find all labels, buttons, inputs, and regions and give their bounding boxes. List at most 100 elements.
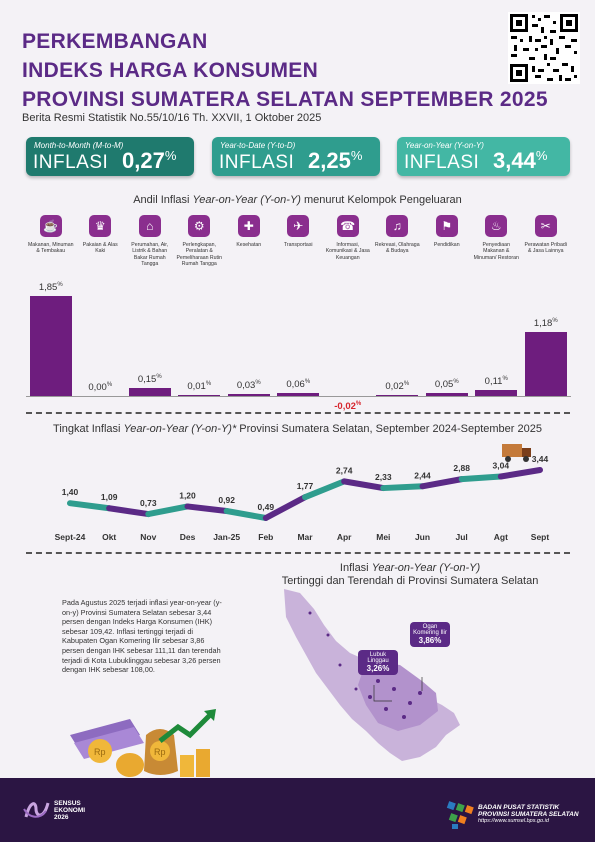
line-value-label: 0,73 [140,498,157,508]
andil-bar [29,296,72,396]
andil-bar [277,392,320,396]
bps-text: BADAN PUSAT STATISTIK PROVINSI SUMATERA … [478,804,579,824]
line-value-label: 2,88 [453,463,470,473]
bps-url: https://www.sumsel.bps.go.id [478,818,549,824]
line-value-label: 1,40 [62,487,79,497]
month-label: Mei [376,532,390,542]
divider [26,552,570,554]
line-value-label: 3,04 [493,461,510,471]
footer [0,778,595,842]
andil-bar [475,390,518,396]
lowest-inflation-callout: Lubuk Linggau 3,26% [358,650,398,675]
card-label: INFLASI [219,152,295,173]
month-label: Jan-25 [213,532,240,542]
title-line-1: PERKEMBANGAN [22,30,208,53]
month-label: Sept-24 [55,532,86,542]
coins-money-icon: Rp Rp [60,705,220,780]
andil-value-label: 0,03% [236,380,261,392]
category-label: Perlengkapan, Peralatan & Pemeliharaan R… [176,242,223,267]
andil-bar-chart: ☕ Makanan, Minuman & Tembakau 1,85% ♛ Pakaia… [0,0,595,420]
map-title-2: Tertinggi dan Terendah di Provinsi Sumat… [281,575,539,587]
yoy-line-chart: 1,40 Sept-24 1,09 Okt 0,73 Nov 1,20 Des 0,92 Jan-… [55,454,550,542]
card-label: INFLASI [33,152,109,173]
line-segment [458,473,504,483]
clothing-icon: ♛ [89,215,112,237]
inflation-card-mtm: Month-to-Month (M-to-M) INFLASI 0,27% [26,137,194,176]
health-icon: ✚ [237,215,260,237]
month-label: Sept [531,532,550,542]
line-segment [106,505,152,518]
sumatra-map [270,585,470,765]
restaurant-icon: ♨ [485,215,508,237]
line-segment [184,503,230,515]
andil-value-label: 0,00% [88,382,113,394]
month-label: Nov [140,532,156,542]
line-value-label: 2,33 [375,472,392,482]
line-segment [145,503,191,518]
appliance-icon: ⚙ [188,215,211,237]
summary-paragraph: Pada Agustus 2025 terjadi inflasi year-o… [62,598,222,675]
line-segment [262,494,308,521]
line-segment [419,476,465,490]
andil-value-label: 1,85% [38,282,63,294]
category-label: Pendidikan [433,242,460,248]
month-label: Feb [258,532,273,542]
sensus-text: SENSUS EKONOMI 2026 [54,800,86,821]
line-segment [67,500,113,512]
bps-logo-icon [446,800,474,830]
line-value-label: 1,77 [297,481,314,491]
line-value-label: 0,92 [218,495,235,505]
svg-text:Rp: Rp [94,747,106,757]
andil-value-label: 0,11% [484,376,508,388]
line-value-label: 1,09 [101,492,118,502]
andil-value-label: 0,15% [137,373,162,386]
category-label: Penyediaan Makanan & Minuman/ Restoran [473,242,519,261]
qr-code-icon [508,12,580,84]
andil-value-label: 0,06% [286,378,311,390]
card-caption: Year-on-Year (Y-on-Y) [405,141,484,150]
personal-care-icon: ✂ [534,215,557,237]
line-chart-title: Tingkat Inflasi Year-on-Year (Y-on-Y)* P… [53,423,542,435]
category-label: Rekreasi, Olahraga & Budaya [374,242,420,255]
andil-value-label: -0,02% [334,401,362,413]
month-label: Mar [297,532,313,542]
phone-icon: ☎ [336,215,359,237]
category-label: Transportasi [283,242,313,248]
recreation-icon: ♫ [386,215,409,237]
andil-value-label: 0,01% [187,381,212,393]
andil-bar [128,387,171,396]
bar-baseline [26,396,571,397]
highest-inflation-callout: Ogan Komering Ilir 3,86% [410,622,450,647]
svg-text:Rp: Rp [154,747,166,757]
card-caption: Year-to-Date (Y-to-D) [220,141,296,150]
category-label: Perumahan, Air, Listrik & Bahan Bakar Ru… [131,242,169,267]
line-value-label: 0,49 [258,502,275,512]
line-value-label: 2,44 [414,470,431,480]
divider [26,412,570,414]
category-label: Kesehatan [236,242,262,248]
card-value: 0,27% [122,148,177,173]
andil-bar [524,332,567,396]
month-label: Jul [456,532,468,542]
category-label: Makanan, Minuman & Tembakau [27,242,74,255]
line-value-label: 1,20 [179,490,196,500]
month-label: Apr [337,532,352,542]
category-label: Pakaian & Alas Kaki [82,242,118,255]
andil-bar [178,395,221,396]
month-label: Jun [415,532,430,542]
month-label: Agt [494,532,508,542]
subtitle: Berita Resmi Statistik No.55/10/16 Th. X… [22,112,322,124]
line-segment [341,478,387,492]
category-label: Informasi, Komunikasi & Jasa Keuangan [325,242,370,261]
line-segment [497,467,543,480]
month-label: Okt [102,532,116,542]
food-icon: ☕ [39,215,62,237]
andil-chart-title: Andil Inflasi Year-on-Year (Y-on-Y) menu… [133,194,462,206]
andil-value-label: 0,02% [385,380,410,393]
andil-value-label: 0,05% [434,379,459,391]
category-label: Perawatan Pribadi & Jasa Lainnya [524,242,567,255]
plane-icon: ✈ [287,215,310,237]
card-caption: Month-to-Month (M-to-M) [34,141,124,150]
house-icon: ⌂ [138,215,161,237]
andil-bar [425,393,468,396]
